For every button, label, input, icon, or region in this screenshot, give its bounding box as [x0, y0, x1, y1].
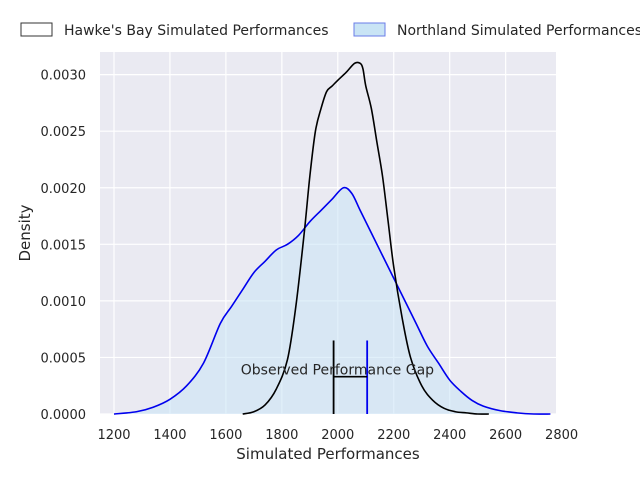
- northland-simulated-performances-line: [113, 186, 551, 415]
- series-layer: [113, 61, 551, 415]
- y-tick-label: 0.0030: [41, 69, 87, 84]
- x-tick-label: 2600: [489, 428, 522, 443]
- legend: Hawke's Bay Simulated Performances North…: [20, 22, 640, 39]
- x-tick-label: 1600: [209, 428, 242, 443]
- legend-label-northland: Northland Simulated Performances: [397, 23, 640, 39]
- x-tick-label: 2000: [321, 428, 354, 443]
- legend-swatch-northland: [353, 22, 386, 37]
- annotation-label: Observed Performance Gap: [241, 363, 434, 379]
- y-tick-labels: 0.0000 0.0005 0.0010 0.0015 0.0020 0.0025 0.00…: [41, 69, 87, 423]
- x-axis-label: Simulated Performances: [236, 445, 420, 463]
- hawke-s-bay-simulated-performances-line: [242, 61, 489, 415]
- x-tick-label: 2200: [377, 428, 410, 443]
- x-tick-label: 2800: [545, 428, 578, 443]
- legend-label-hawkes-bay: Hawke's Bay Simulated Performances: [64, 23, 329, 39]
- x-tick-label: 1200: [97, 428, 130, 443]
- northland-simulated-performances-area: [113, 187, 551, 415]
- y-tick-label: 0.0020: [41, 182, 87, 197]
- x-tick-labels: 1200 1400 1600 1800 2000 2200 2400 2600 2800: [97, 428, 578, 443]
- y-tick-label: 0.0025: [41, 125, 87, 140]
- legend-swatch-hawkes-bay: [20, 22, 53, 37]
- y-axis-label: Density: [16, 204, 34, 261]
- x-tick-label: 2400: [433, 428, 466, 443]
- x-tick-label: 1400: [153, 428, 186, 443]
- y-tick-label: 0.0015: [41, 238, 87, 253]
- y-tick-label: 0.0010: [41, 295, 87, 310]
- y-tick-label: 0.0000: [41, 408, 87, 423]
- y-tick-label: 0.0005: [41, 351, 87, 366]
- x-tick-label: 1800: [265, 428, 298, 443]
- annotation-layer: Observed Performance Gap: [241, 340, 434, 414]
